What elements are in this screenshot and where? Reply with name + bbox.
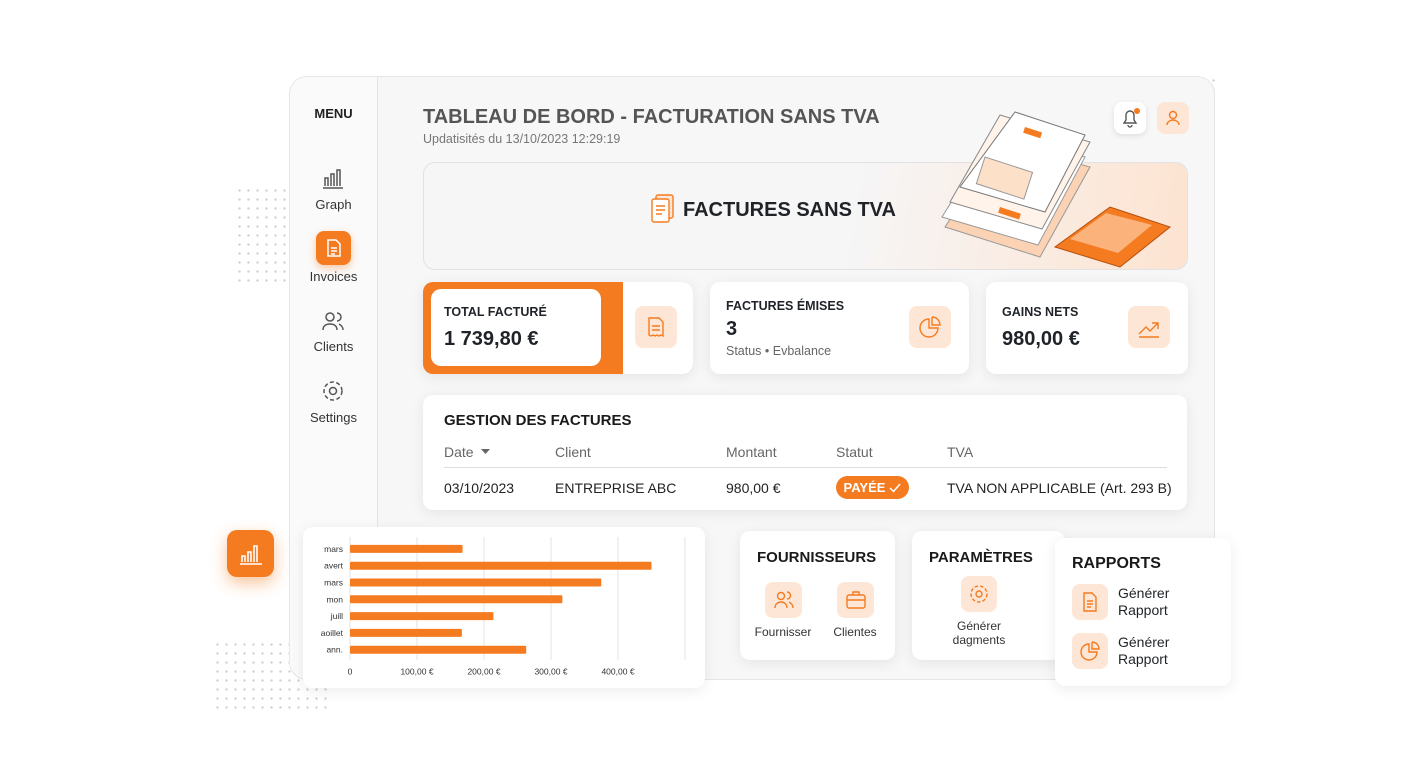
- stat-icon: [909, 306, 951, 348]
- bar: [350, 595, 563, 604]
- bar: [350, 578, 602, 587]
- y-tick-label: avert: [324, 561, 344, 571]
- status-text: PAYÉE: [843, 480, 886, 495]
- card-title: FOURNISSEURS: [757, 549, 877, 566]
- nav-item[interactable]: Graph: [315, 197, 352, 212]
- nav-item[interactable]: Clients: [313, 339, 354, 354]
- supplier-icon[interactable]: [765, 582, 802, 618]
- card-item[interactable]: Fournisser: [754, 625, 812, 639]
- column-header: Client: [555, 444, 591, 460]
- table-title: GESTION DES FACTURES: [444, 412, 632, 429]
- table-cell: ENTREPRISE ABC: [555, 480, 677, 496]
- y-tick-label: mars: [324, 544, 343, 554]
- table-cell: 980,00 €: [726, 480, 781, 496]
- y-tick-label: mars: [324, 578, 343, 588]
- notification-button[interactable]: [1114, 102, 1146, 134]
- nav-item[interactable]: Invoices: [309, 269, 358, 284]
- report-icon[interactable]: [1072, 584, 1108, 620]
- y-tick-label: aoillet: [321, 628, 344, 638]
- stat-value: 980,00 €: [1002, 328, 1080, 350]
- x-tick-label: 400,00 €: [601, 667, 634, 677]
- settings-card: PARAMÈTRES Générer dagments: [912, 531, 1065, 660]
- graph-icon: [323, 169, 343, 189]
- banner-title: FACTURES SANS TVA: [683, 199, 896, 221]
- y-tick-label: ann.: [326, 645, 343, 655]
- stat-label: FACTURES ÉMISES: [726, 299, 845, 313]
- bar: [350, 628, 462, 637]
- table-divider: [444, 467, 1167, 468]
- settings-icon[interactable]: [961, 576, 997, 612]
- stat-icon: [635, 306, 677, 348]
- stat-icon: [1128, 306, 1170, 348]
- stat-label: TOTAL FACTURÉ: [444, 305, 547, 319]
- x-tick-label: 0: [348, 667, 353, 677]
- menu-title: MENU: [314, 106, 353, 121]
- active-nav-icon[interactable]: [316, 231, 351, 265]
- x-tick-label: 200,00 €: [467, 667, 500, 677]
- report-item[interactable]: Générer Rapport: [1118, 634, 1170, 667]
- column-header: Statut: [836, 444, 873, 460]
- table-cell: TVA NON APPLICABLE (Art. 293 B): [947, 480, 1172, 496]
- stat-value: 1 739,80 €: [444, 328, 539, 350]
- chart-card: 0 100,00 € 200,00 € 300,00 € 400,00 € mars ave…: [303, 527, 705, 688]
- card-item[interactable]: Clientes: [833, 625, 877, 639]
- invoice-table: GESTION DES FACTURES Date Client Montant…: [423, 395, 1187, 510]
- stat-label: GAINS NETS: [1002, 305, 1079, 319]
- report-item[interactable]: Générer Rapport: [1118, 585, 1170, 618]
- stat-note: Status • Evbalance: [726, 344, 832, 358]
- page-subtitle: Updatisités du 13/10/2023 12:29:19: [423, 132, 621, 146]
- client-icon[interactable]: [837, 582, 874, 618]
- stat-card: GAINS NETS 980,00 €: [986, 282, 1188, 374]
- report-icon[interactable]: [1072, 633, 1108, 669]
- y-tick-label: juill: [330, 611, 343, 621]
- table-cell: 03/10/2023: [444, 480, 515, 496]
- column-header[interactable]: Date: [444, 444, 474, 460]
- stat-card: FACTURES ÉMISES 3 Status • Evbalance: [710, 282, 969, 374]
- reports-card: RAPPORTS Générer Rapport Générer Rapport: [1055, 538, 1231, 686]
- bar-chart: 0 100,00 € 200,00 € 300,00 € 400,00 € mars ave…: [321, 537, 686, 677]
- bar: [350, 561, 652, 570]
- sort-icon[interactable]: [480, 448, 492, 456]
- bar: [350, 544, 463, 553]
- stat-value: 3: [726, 318, 738, 340]
- profile-button[interactable]: [1157, 102, 1189, 134]
- bar: [350, 612, 494, 621]
- floating-chart-button[interactable]: [227, 530, 274, 577]
- invoice-illustration: [941, 111, 1172, 268]
- card-title: RAPPORTS: [1072, 555, 1161, 572]
- settings-icon: [323, 381, 343, 401]
- card-title: PARAMÈTRES: [929, 549, 1033, 566]
- banner-icon: [651, 194, 674, 223]
- y-tick-label: mon: [326, 594, 343, 604]
- nav-item[interactable]: Settings: [310, 410, 357, 425]
- column-header: TVA: [947, 444, 974, 460]
- card-item[interactable]: Générer dagments: [952, 619, 1006, 647]
- x-tick-label: 100,00 €: [400, 667, 433, 677]
- column-header: Montant: [726, 444, 777, 460]
- clients-icon: [322, 312, 344, 331]
- bar: [350, 645, 527, 654]
- page-title: TABLEAU DE BORD - FACTURATION SANS TVA: [423, 106, 880, 128]
- status-badge: PAYÉE: [836, 476, 909, 499]
- x-tick-label: 300,00 €: [534, 667, 567, 677]
- dot-pattern: [235, 186, 291, 286]
- suppliers-card: FOURNISSEURS Fournisser Clientes: [740, 531, 895, 660]
